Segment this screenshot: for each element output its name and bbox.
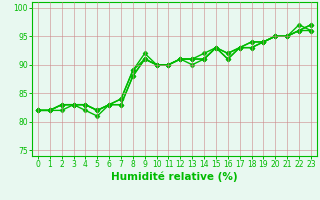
X-axis label: Humidité relative (%): Humidité relative (%) xyxy=(111,172,238,182)
